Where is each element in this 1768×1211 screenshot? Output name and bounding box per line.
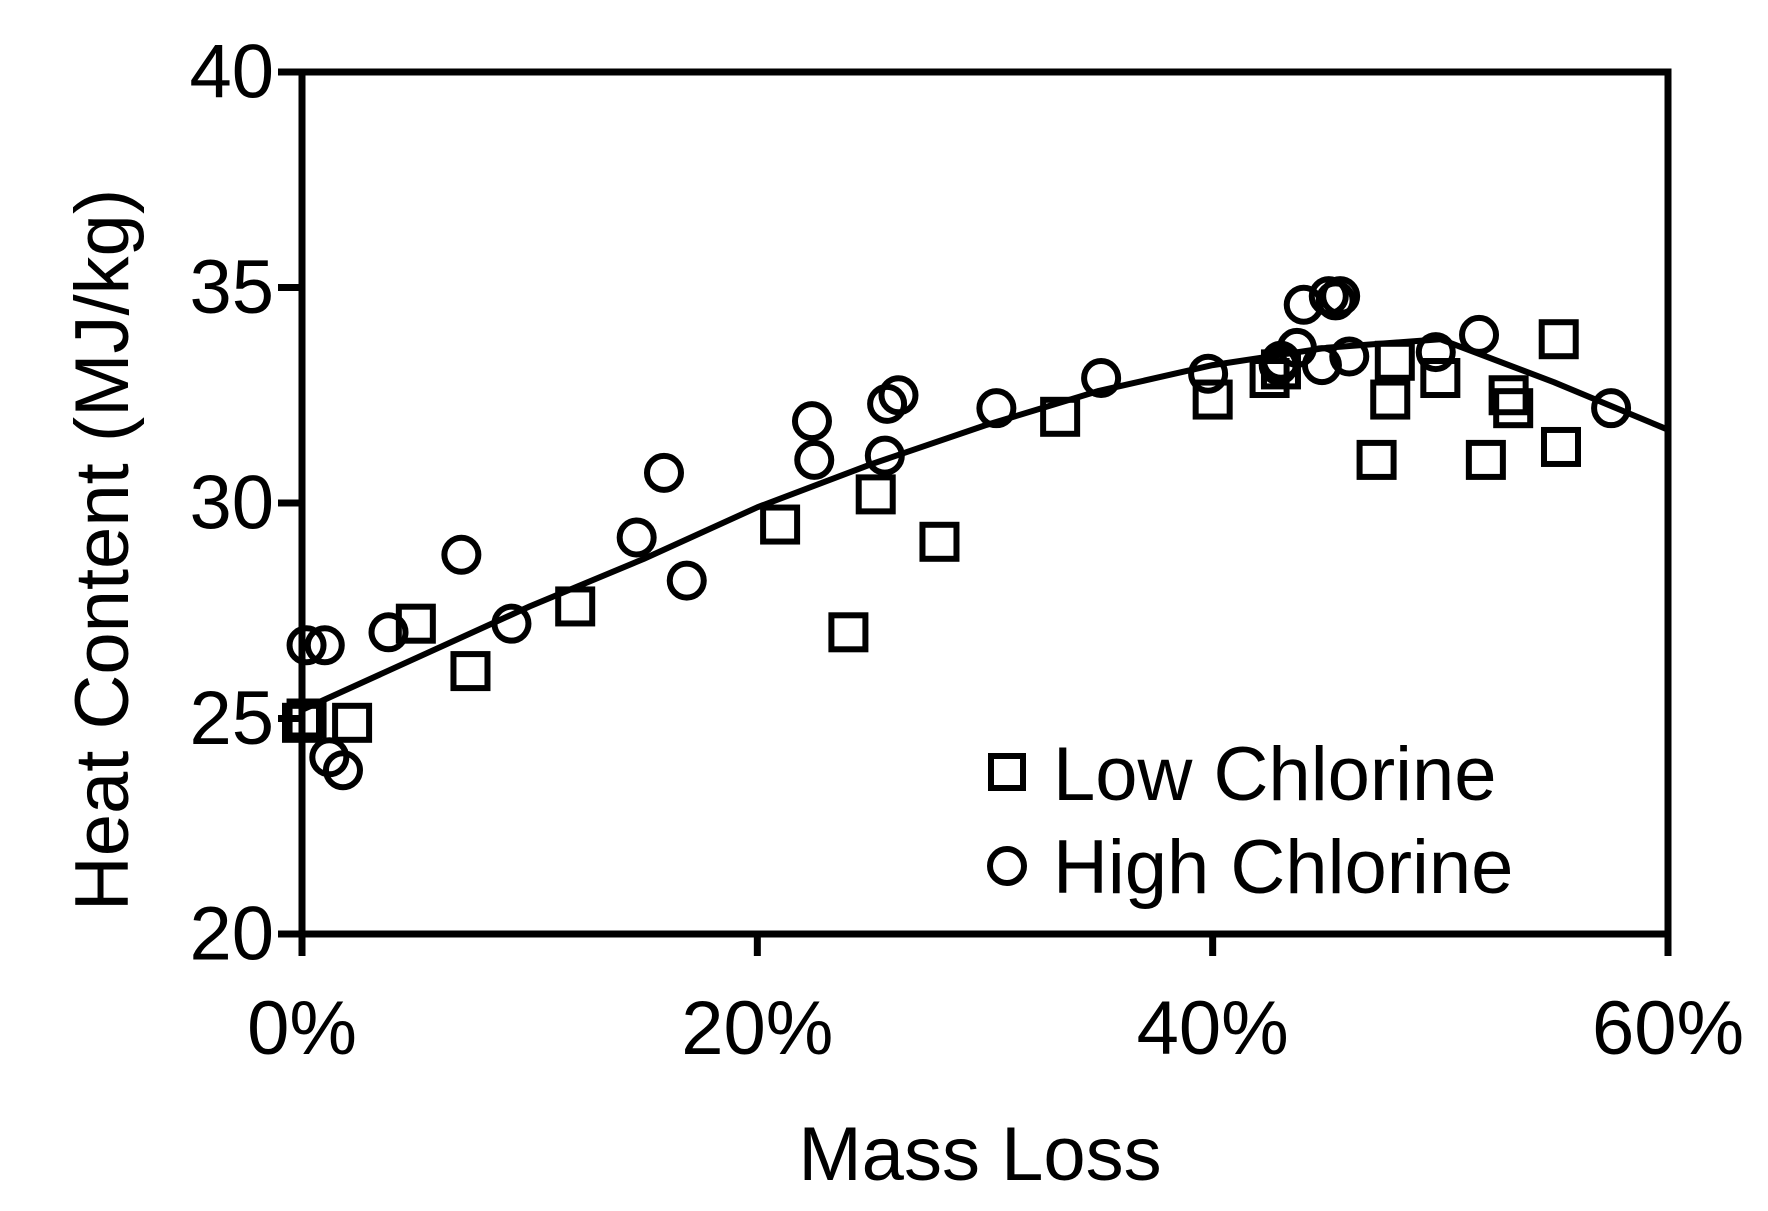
low-chlorine-point	[919, 521, 960, 562]
high-chlorine-point	[666, 560, 707, 601]
low-chlorine-point	[1370, 379, 1411, 420]
low-chlorine-point	[395, 603, 436, 644]
high-chlorine-point	[616, 517, 657, 558]
y-tick-label: 40	[189, 30, 274, 115]
legend-circle-icon	[987, 846, 1027, 886]
low-chlorine-point	[1420, 358, 1461, 399]
low-chlorine-point	[1488, 375, 1529, 416]
high-chlorine-point	[794, 439, 835, 480]
low-chlorine-point	[332, 702, 373, 743]
high-chlorine-point	[864, 435, 905, 476]
low-chlorine-point	[1356, 439, 1397, 480]
high-chlorine-point	[441, 534, 482, 575]
data-points-layer	[282, 276, 1632, 791]
high-chlorine-point	[1459, 314, 1500, 355]
low-chlorine-point	[1192, 379, 1233, 420]
low-chlorine-point	[450, 651, 491, 692]
legend-label-low-chlorine: Low Chlorine	[1053, 732, 1497, 817]
fit-line	[300, 336, 1670, 713]
x-tick-label: 60%	[1592, 986, 1744, 1071]
low-chlorine-point	[760, 504, 801, 545]
high-chlorine-point	[1315, 280, 1356, 321]
high-chlorine-point	[1188, 353, 1229, 394]
x-tick-label: 40%	[1137, 986, 1289, 1071]
legend: Low Chlorine High Chlorine	[987, 732, 1513, 910]
high-chlorine-point	[1320, 276, 1361, 317]
high-chlorine-point	[878, 375, 919, 416]
high-chlorine-point	[1329, 336, 1370, 377]
low-chlorine-point	[1540, 426, 1581, 467]
low-chlorine-point	[1538, 319, 1579, 360]
y-axis-title: Heat Content (MJ/kg)	[60, 189, 145, 911]
low-chlorine-point	[1493, 388, 1534, 429]
high-chlorine-point	[491, 603, 532, 644]
high-chlorine-point	[286, 625, 327, 666]
high-chlorine-point	[1301, 345, 1342, 386]
high-chlorine-point	[976, 388, 1017, 429]
legend-label-high-chlorine: High Chlorine	[1053, 825, 1513, 910]
high-chlorine-point	[1081, 358, 1122, 399]
high-chlorine-point	[1415, 332, 1456, 373]
high-chlorine-point	[304, 625, 345, 666]
low-chlorine-point	[1040, 396, 1081, 437]
y-tick-label: 25	[189, 676, 274, 761]
high-chlorine-point	[791, 401, 832, 442]
high-chlorine-point	[1591, 388, 1632, 429]
high-chlorine-point	[643, 452, 684, 493]
x-tick-label: 20%	[681, 986, 833, 1071]
y-tick-label: 35	[189, 245, 274, 330]
y-tick-label: 20	[189, 892, 274, 977]
low-chlorine-point	[1465, 439, 1506, 480]
low-chlorine-point	[555, 586, 596, 627]
low-chlorine-point	[828, 612, 869, 653]
fit-line-layer	[300, 336, 1670, 713]
y-axis: 20 25 30 35 40	[189, 30, 302, 977]
x-axis: 0% 20% 40% 60%	[247, 934, 1744, 1071]
x-axis-title: Mass Loss	[798, 1112, 1161, 1197]
high-chlorine-point	[322, 750, 363, 791]
x-tick-label: 0%	[247, 986, 357, 1071]
high-chlorine-point	[368, 612, 409, 653]
legend-square-icon	[988, 753, 1026, 791]
low-chlorine-point	[1374, 340, 1415, 381]
low-chlorine-point	[855, 474, 896, 515]
low-chlorine-point	[286, 698, 327, 739]
low-chlorine-point	[282, 702, 322, 743]
y-tick-label: 30	[189, 461, 274, 546]
